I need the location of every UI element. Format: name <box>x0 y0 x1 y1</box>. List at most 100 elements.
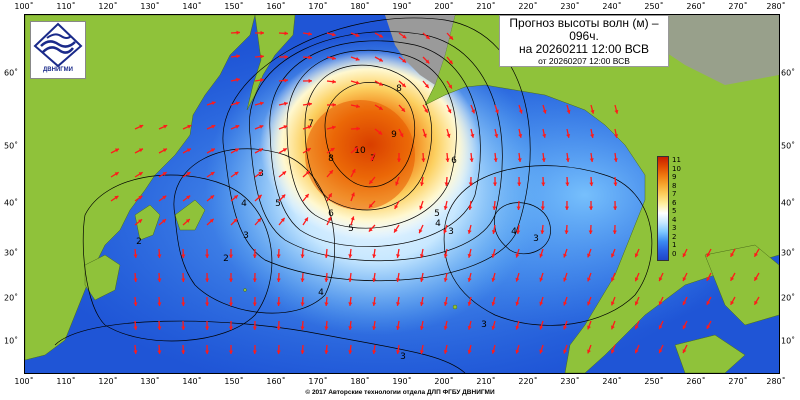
colorbar-label: 9 <box>672 173 677 182</box>
wave-arrow-head <box>590 109 595 114</box>
wave-arrow-head <box>491 277 496 282</box>
lon-tick-top: 250˚ <box>644 2 664 11</box>
wave-arrow-head <box>443 277 448 282</box>
wave-arrow-head <box>300 254 305 258</box>
wave-arrow-head <box>443 325 448 330</box>
wave-arrow-head <box>401 83 406 87</box>
wave-arrow-head <box>372 326 377 330</box>
lon-tick-bottom: 140˚ <box>182 377 202 386</box>
wave-arrow-head <box>467 229 472 234</box>
wave-arrow-head <box>418 229 423 234</box>
wave-arrow-head <box>396 326 401 330</box>
lon-tick-bottom: 100˚ <box>14 377 34 386</box>
wave-arrow-head <box>324 254 329 258</box>
wave-arrow-head <box>355 80 360 85</box>
lon-tick-bottom: 210˚ <box>476 377 496 386</box>
lon-tick-top: 210˚ <box>476 2 496 11</box>
wave-arrow-head <box>447 109 452 114</box>
lon-tick-top: 280˚ <box>766 2 786 11</box>
wave-arrow-head <box>396 350 401 354</box>
wave-arrow-head <box>443 205 448 210</box>
wave-arrow-head <box>444 182 449 186</box>
wave-arrow-head <box>210 195 215 200</box>
lat-tick-right: 20˚ <box>781 293 796 303</box>
lat-tick-left: 50˚ <box>4 141 19 151</box>
wave-arrow-head <box>541 158 546 162</box>
contour-label: 4 <box>511 227 517 237</box>
wave-arrow-head <box>378 57 383 62</box>
wave-arrow-head <box>614 109 619 114</box>
wave-arrow-head <box>471 109 475 114</box>
wave-arrow-head <box>300 302 305 306</box>
wave-arrow-head <box>324 278 329 282</box>
wave-arrow-head <box>448 60 453 65</box>
contour-label: 3 <box>243 231 249 241</box>
wave-arrow-head <box>394 204 399 209</box>
wave-arrow-head <box>324 326 329 330</box>
wave-arrow-head <box>355 33 360 37</box>
lon-tick-bottom: 270˚ <box>728 377 748 386</box>
wave-arrow-head <box>210 148 215 153</box>
wave-arrow-head <box>186 148 191 153</box>
colorbar-label: 10 <box>672 164 681 173</box>
wave-arrow-head <box>541 182 546 186</box>
wave-arrow-head <box>612 230 617 234</box>
wave-arrow-head <box>588 230 593 234</box>
contour-label: 6 <box>328 209 334 219</box>
wave-arrow-head <box>372 278 377 282</box>
wave-arrow-head <box>658 277 663 282</box>
wave-arrow-head <box>515 349 520 354</box>
lat-tick-right: 40˚ <box>781 198 796 208</box>
contour-label: 4 <box>241 199 247 209</box>
wave-arrow-head <box>307 125 312 130</box>
wave-arrow-head <box>634 325 639 330</box>
wave-arrow-head <box>565 158 570 162</box>
wave-arrow-head <box>157 350 162 354</box>
wave-arrow-head <box>252 302 257 306</box>
wave-height-map: 109887765544443333332265 <box>24 14 780 374</box>
wave-arrow-head <box>284 31 288 36</box>
wave-arrow-head <box>211 124 216 129</box>
wave-arrow-head <box>610 277 615 282</box>
wave-arrow-head <box>187 124 192 129</box>
colorbar-label: 5 <box>672 207 677 216</box>
forecast-lead-time: 096ч. <box>569 29 599 43</box>
wave-arrow-head <box>420 182 425 186</box>
wave-arrow-head <box>587 301 591 306</box>
wave-arrow-head <box>348 302 353 306</box>
wave-arrow-head <box>305 170 310 175</box>
wave-arrow-head <box>449 35 454 40</box>
wave-arrow-head <box>260 30 264 36</box>
colorbar-label: 8 <box>672 181 677 190</box>
wave-arrow-head <box>163 124 168 129</box>
lat-tick-right: 30˚ <box>781 248 796 258</box>
wave-arrow-head <box>565 182 570 186</box>
wave-arrow-head <box>491 253 496 258</box>
lon-tick-top: 170˚ <box>308 2 328 11</box>
colorbar-label: 4 <box>672 215 677 224</box>
wave-arrow-head <box>492 206 497 210</box>
wave-arrow-head <box>516 230 521 234</box>
wave-arrow-head <box>378 81 383 86</box>
wave-arrow-head <box>300 278 305 282</box>
wave-arrow-head <box>235 124 240 129</box>
wave-arrow-head <box>308 102 312 107</box>
wave-arrow-head <box>329 170 333 175</box>
lon-tick-top: 120˚ <box>98 2 118 11</box>
wave-arrow-head <box>394 228 398 233</box>
wave-arrow-head <box>324 350 329 354</box>
lat-tick-left: 60˚ <box>4 68 19 78</box>
wave-arrow-head <box>328 193 332 198</box>
wave-arrow-head <box>205 254 210 258</box>
wave-arrow-head <box>706 300 711 305</box>
wave-arrow-head <box>566 109 571 114</box>
wave-arrow-head <box>419 254 424 258</box>
wave-arrow-head <box>228 326 234 330</box>
wave-arrow-head <box>348 278 353 282</box>
wave-arrow-head <box>563 325 568 330</box>
wave-arrow-head <box>139 124 144 129</box>
wave-arrow-head <box>133 350 138 354</box>
contour-label: 3 <box>448 227 454 237</box>
lon-tick-top: 130˚ <box>140 2 160 11</box>
wave-arrow-head <box>205 278 210 282</box>
